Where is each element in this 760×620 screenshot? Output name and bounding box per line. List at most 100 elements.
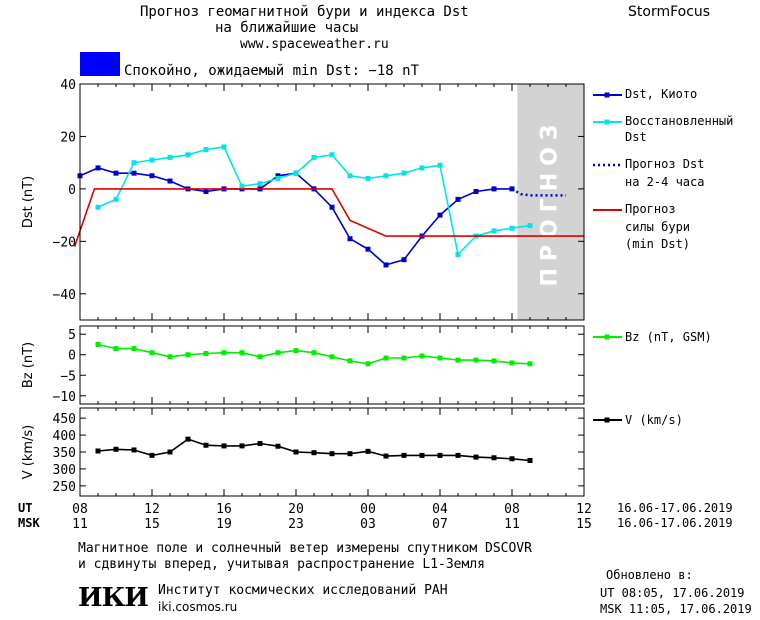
- data-point: [455, 251, 461, 257]
- data-point: [473, 454, 479, 460]
- data-point: [131, 346, 137, 352]
- data-point: [149, 173, 155, 179]
- data-point: [491, 228, 497, 234]
- y-tick-label: −5: [60, 369, 76, 384]
- data-point: [401, 452, 407, 458]
- x-tick-label-ut: 08: [504, 502, 520, 517]
- legend-bz: Bz (nT, GSM): [625, 330, 712, 344]
- data-point: [203, 351, 209, 357]
- data-point: [293, 449, 299, 455]
- data-point: [347, 358, 353, 364]
- series-line: [97, 146, 531, 257]
- legend-v: V (km/s): [625, 413, 683, 427]
- x-tick-label-ut: 00: [360, 502, 376, 517]
- status-color-box: [80, 52, 120, 76]
- data-point: [131, 160, 137, 166]
- title-line1: Прогноз геомагнитной бури и индекса Dst: [140, 4, 469, 20]
- msk-date-range: 16.06-17.06.2019: [617, 516, 733, 530]
- panel-frame: [79, 83, 585, 321]
- iki-logo[interactable]: ИКИ: [78, 583, 149, 613]
- data-point: [185, 436, 191, 442]
- y-tick-label: −40: [53, 288, 76, 303]
- x-tick-label-msk: 15: [144, 517, 160, 532]
- data-point: [509, 186, 515, 192]
- data-point: [185, 352, 191, 358]
- y-tick-label: −20: [53, 235, 76, 250]
- data-point: [527, 223, 533, 229]
- data-point: [113, 346, 119, 352]
- data-point: [419, 452, 425, 458]
- series-line: [79, 167, 512, 266]
- panel-frame: [79, 325, 585, 405]
- msk-axis-label: MSK: [18, 516, 40, 530]
- data-point: [221, 144, 227, 150]
- data-point: [509, 225, 515, 231]
- data-point: [527, 361, 533, 367]
- data-point: [509, 360, 515, 366]
- legend-storm-forecast-2: силы бури: [625, 220, 691, 234]
- data-point: [203, 189, 209, 195]
- data-point: [95, 165, 101, 171]
- institute-site[interactable]: iki.cosmos.ru: [158, 600, 238, 614]
- data-point: [95, 448, 101, 454]
- data-point: [329, 354, 335, 360]
- y-tick-label: 0: [68, 349, 76, 364]
- x-tick-label-ut: 12: [576, 502, 592, 517]
- data-point: [365, 175, 371, 181]
- data-point: [473, 357, 479, 363]
- x-tick-label-msk: 07: [432, 517, 448, 532]
- data-point: [347, 236, 353, 242]
- data-point: [383, 453, 389, 459]
- data-point: [329, 451, 335, 457]
- updated-msk: MSK 11:05, 17.06.2019: [600, 602, 752, 616]
- legend-dst-restored-1: Восстановленный: [625, 114, 734, 128]
- x-tick-label-ut: 12: [144, 502, 160, 517]
- x-tick-label-msk: 19: [216, 517, 232, 532]
- data-point: [203, 147, 209, 153]
- data-point: [275, 173, 281, 179]
- x-tick-label-msk: 11: [504, 517, 520, 532]
- data-point: [167, 354, 173, 360]
- brand-name: StormFocus: [628, 4, 711, 20]
- legend-swatch-v-marker: [604, 417, 610, 423]
- data-point: [401, 170, 407, 176]
- legend-swatch-dst-restored-marker: [604, 119, 610, 125]
- x-tick-label-msk: 03: [360, 517, 376, 532]
- data-point: [275, 175, 281, 181]
- y-tick-label: 250: [53, 480, 76, 495]
- y-tick-label: 5: [68, 328, 76, 343]
- y-axis-label: Dst (nT): [21, 176, 36, 228]
- data-point: [491, 455, 497, 461]
- data-point: [365, 361, 371, 367]
- source-url[interactable]: www.spaceweather.ru: [240, 37, 389, 52]
- data-point: [95, 341, 101, 347]
- legend-swatch-bz-marker: [604, 334, 610, 340]
- data-point: [95, 204, 101, 210]
- data-point: [131, 447, 137, 453]
- data-point: [365, 246, 371, 252]
- legend-dst-forecast-1: Прогноз Dst: [625, 157, 705, 171]
- series-line: [97, 438, 531, 462]
- y-axis-label: Bz (nT): [21, 342, 36, 388]
- data-point: [329, 204, 335, 210]
- data-point: [257, 354, 263, 360]
- updated-label: Обновлено в:: [606, 568, 693, 582]
- data-point: [149, 452, 155, 458]
- legend-swatch-dst-kyoto-marker: [604, 92, 610, 98]
- data-point: [437, 452, 443, 458]
- footer-note-1: Магнитное поле и солнечный ветер измерен…: [78, 541, 532, 556]
- data-point: [113, 446, 119, 452]
- data-point: [473, 189, 479, 195]
- legend-dst-forecast-2: на 2-4 часа: [625, 175, 705, 189]
- data-point: [437, 162, 443, 168]
- series-line: [73, 188, 584, 247]
- data-point: [491, 358, 497, 364]
- legend-storm-forecast-3: (min Dst): [625, 237, 691, 251]
- data-point: [347, 173, 353, 179]
- data-point: [491, 186, 497, 192]
- data-point: [437, 355, 443, 361]
- ut-date-range: 16.06-17.06.2019: [617, 501, 733, 515]
- data-point: [239, 350, 245, 356]
- data-point: [455, 357, 461, 363]
